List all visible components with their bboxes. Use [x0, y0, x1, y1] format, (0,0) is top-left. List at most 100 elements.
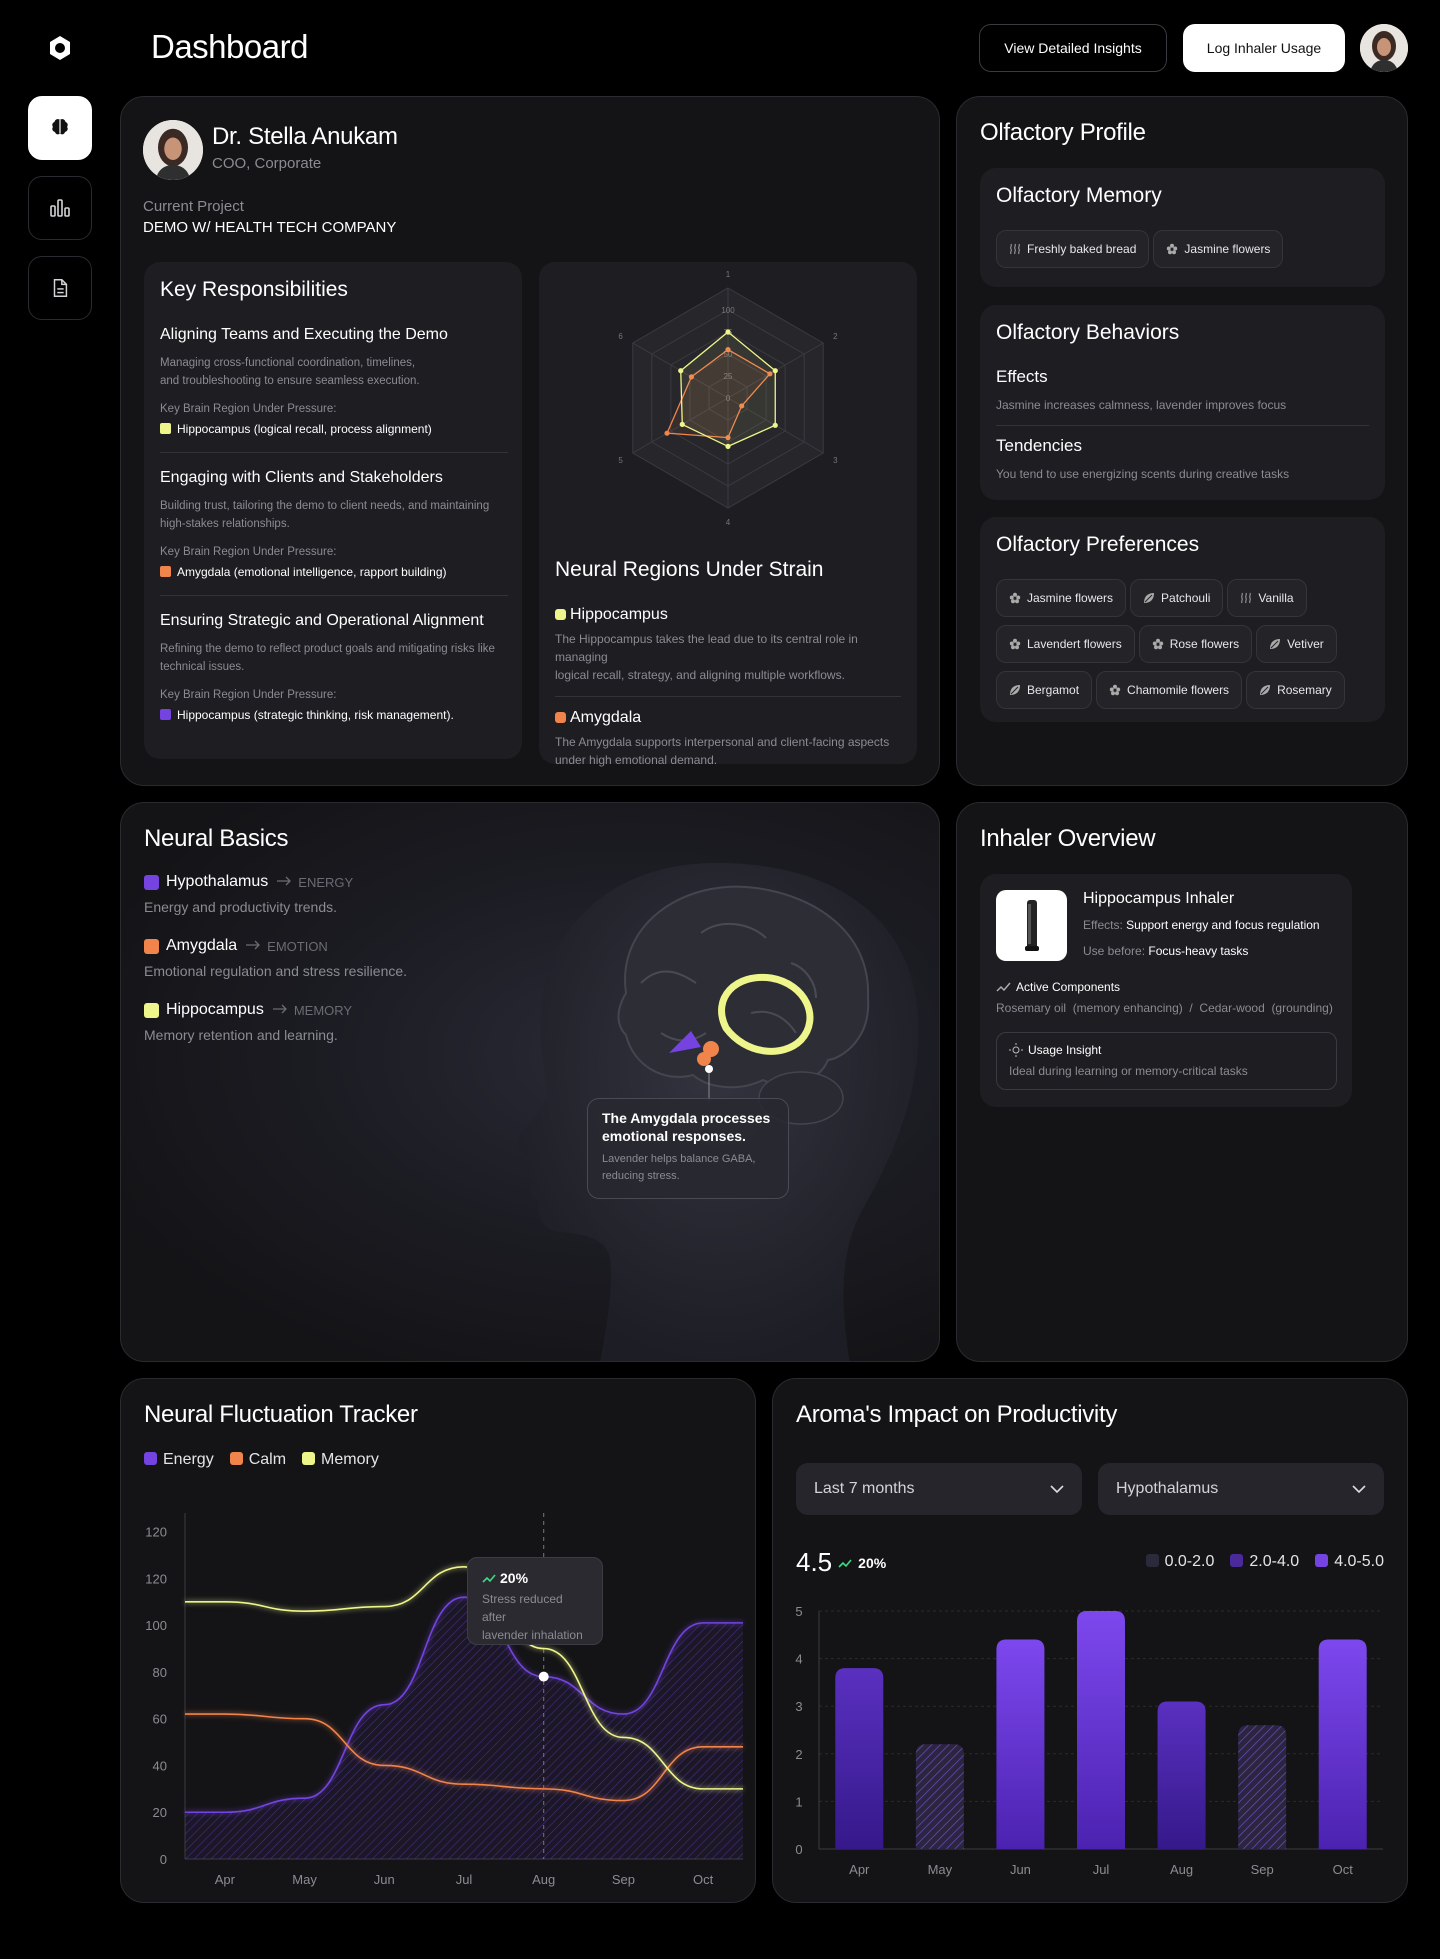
region-swatch [144, 938, 159, 954]
scent-chip[interactable]: Lavendert flowers [996, 625, 1135, 663]
bar-aug[interactable] [1157, 1701, 1206, 1849]
tracker-title: Neural Fluctuation Tracker [144, 1401, 418, 1428]
neural-basic-header: Hippocampus MEMORY [144, 1001, 464, 1019]
region-tag: ENERGY [298, 874, 354, 890]
region-value: Hippocampus (strategic thinking, risk ma… [160, 708, 508, 722]
strain-item-hippocampus: Hippocampus [555, 606, 901, 624]
desc-line: Managing cross-functional coordination, … [160, 357, 416, 369]
tendencies-title: Tendencies [996, 436, 1083, 455]
components-label: Active Components [1016, 980, 1121, 994]
use-label: Use before: [1083, 944, 1146, 958]
desc-line: and troubleshooting to ensure seamless e… [160, 375, 420, 387]
brain-icon [52, 119, 68, 135]
radar-yellow-point [725, 443, 731, 449]
x-tick-label: Apr [849, 1862, 870, 1877]
scent-chip[interactable]: Jasmine flowers [1153, 230, 1284, 268]
x-tick-label: Sep [1251, 1862, 1274, 1877]
bar-may[interactable] [915, 1744, 964, 1849]
scent-chip[interactable]: Bergamot [996, 671, 1093, 709]
series-line-energy [185, 1596, 743, 1814]
region-select[interactable]: Hypothalamus [1098, 1463, 1384, 1515]
chevron-down-icon [1352, 1485, 1366, 1493]
nav-documents[interactable] [28, 256, 92, 320]
tooltip-text: Stress reduced after lavender inhalation [482, 1590, 588, 1644]
x-tick-label: Sep [612, 1872, 635, 1887]
trend-icon [996, 982, 1011, 992]
legend-label: Memory [321, 1451, 379, 1468]
view-insights-button[interactable]: View Detailed Insights [979, 24, 1167, 72]
strain-desc-line: logical recall, strategy, and aligning m… [555, 668, 845, 682]
log-inhaler-button[interactable]: Log Inhaler Usage [1183, 24, 1345, 72]
amygdala-highlight [697, 1052, 711, 1066]
insight-title: Usage Insight [1028, 1043, 1102, 1057]
scent-chip[interactable]: Rosemary [1246, 671, 1345, 709]
y-tick-label: 120 [145, 1571, 167, 1586]
tracker-tooltip[interactable]: 20% Stress reduced after lavender inhalat… [467, 1557, 603, 1645]
user-avatar[interactable] [1360, 24, 1408, 72]
chip-label: Jasmine flowers [1184, 242, 1271, 256]
period-select[interactable]: Last 7 months [796, 1463, 1082, 1515]
scent-chip[interactable]: Vetiver [1256, 625, 1337, 663]
profile-name: Dr. Stella Anukam [212, 123, 398, 150]
steam-icon [1241, 592, 1252, 604]
region-desc: Memory retention and learning. [144, 1027, 338, 1043]
scent-chip[interactable]: Vanilla [1227, 579, 1307, 617]
scent-chip[interactable]: Jasmine flowers [996, 579, 1127, 617]
effects-label: Effects: [1083, 918, 1123, 932]
app-logo[interactable] [44, 32, 76, 64]
responsibility-desc: Refining the demo to reflect product goa… [160, 640, 508, 676]
memory-swatch [302, 1452, 316, 1465]
chip-label: Chamomile flowers [1127, 683, 1230, 697]
chip-row: Bergamot Chamomile flowers Rosemary [996, 671, 1386, 715]
inhaler-card: Inhaler Overview Hippocampus Inhaler Eff… [956, 802, 1408, 1362]
high-swatch [1315, 1554, 1329, 1567]
nav-brain[interactable] [28, 96, 92, 160]
bar-jun[interactable] [996, 1639, 1045, 1849]
fluctuation-chart: 0 20 40 60 80 100 120 120 Apr May Jun Jul Aug Sep Oct [145, 1513, 743, 1887]
legend-memory: Memory [302, 1451, 379, 1469]
responsibility-title: Aligning Teams and Executing the Demo [160, 326, 448, 343]
olfactory-preferences-panel: Olfactory Preferences Jasmine flowers Pat… [980, 517, 1385, 722]
tooltip-title: The Amygdala processes emotional respons… [602, 1110, 771, 1144]
bar-oct[interactable] [1318, 1639, 1367, 1849]
bar-sep[interactable] [1238, 1725, 1287, 1849]
insight-title-row: Usage Insight [1009, 1041, 1324, 1059]
olfactory-card: Olfactory Profile Olfactory Memory Fresh… [956, 96, 1408, 786]
region-swatch [144, 874, 159, 890]
annotation-point[interactable] [538, 1671, 549, 1682]
chip-label: Bergamot [1027, 683, 1080, 697]
neural-basics-card: Neural Basics Hypothalamus ENERGY Energy a… [120, 802, 940, 1362]
y-tick-label: 100 [145, 1618, 167, 1633]
project-name: DEMO W/ HEALTH TECH COMPANY [143, 219, 397, 236]
energy-area [185, 1597, 743, 1859]
strain-desc: The Amygdala supports interpersonal and … [555, 733, 901, 769]
radar-yellow-point [772, 422, 778, 428]
radar-axis-label: 6 [618, 332, 623, 341]
radar-yellow-point [678, 368, 684, 374]
responsibility-desc: Building trust, tailoring the demo to cl… [160, 497, 508, 533]
flower-icon [1167, 243, 1178, 255]
insight-text: Ideal during learning or memory-critical… [1009, 1064, 1248, 1078]
strain-desc: The Hippocampus takes the lead due to it… [555, 630, 901, 684]
scent-chip[interactable]: Patchouli [1130, 579, 1224, 617]
energy-swatch [144, 1452, 157, 1465]
usage-insight: Usage Insight Ideal during learning or m… [996, 1032, 1337, 1090]
region-name: Amygdala [166, 937, 238, 954]
scent-chip[interactable]: Rose flowers [1138, 625, 1253, 663]
leaf-icon [1010, 685, 1020, 695]
strain-item-amygdala: Amygdala [555, 709, 901, 727]
scent-chip[interactable]: Freshly baked bread [996, 230, 1150, 268]
neural-basic-item: Hypothalamus ENERGY Energy and productivit… [144, 873, 464, 915]
nav-analytics[interactable] [28, 176, 92, 240]
x-tick-label: Jul [1093, 1862, 1110, 1877]
region-label: Key Brain Region Under Pressure: [160, 689, 337, 701]
bar-jul[interactable] [1077, 1611, 1125, 1849]
scent-chip[interactable]: Chamomile flowers [1096, 671, 1243, 709]
region-value: Hippocampus (logical recall, process ali… [160, 422, 508, 436]
bar-apr[interactable] [835, 1668, 884, 1849]
neural-basic-header: Amygdala EMOTION [144, 937, 464, 955]
flower-icon [1152, 638, 1163, 650]
chip-label: Rosemary [1277, 683, 1332, 697]
responsibilities-title: Key Responsibilities [160, 278, 348, 301]
region-desc: Energy and productivity trends. [144, 899, 337, 915]
